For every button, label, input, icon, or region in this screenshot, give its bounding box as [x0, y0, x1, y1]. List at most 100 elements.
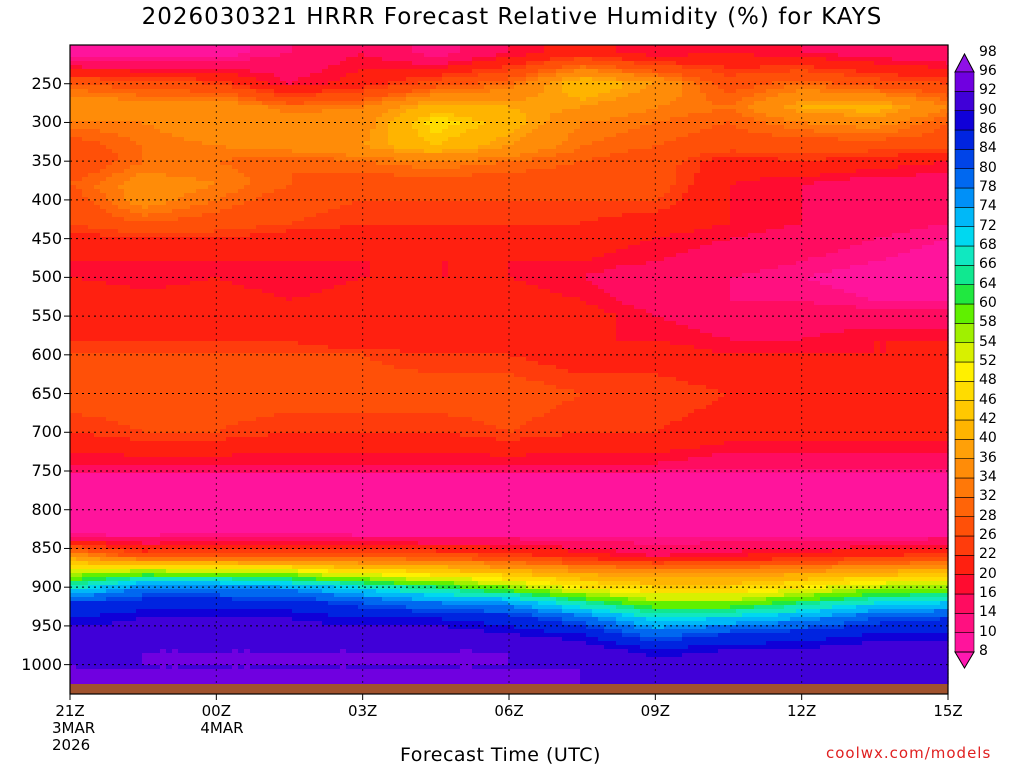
heatmap-cell	[82, 185, 89, 190]
heatmap-cell	[94, 197, 101, 202]
heatmap-cell	[112, 565, 119, 570]
heatmap-cell	[130, 77, 137, 82]
heatmap-cell	[82, 657, 89, 662]
heatmap-cell	[118, 253, 125, 258]
heatmap-cell	[112, 297, 119, 302]
heatmap-cell	[70, 265, 77, 270]
heatmap-cell	[82, 357, 89, 362]
heatmap-cell	[76, 281, 83, 286]
heatmap-cell	[112, 637, 119, 642]
heatmap-cell	[94, 569, 101, 574]
heatmap-cell	[118, 289, 125, 294]
heatmap-cell	[118, 557, 125, 562]
heatmap-cell	[76, 517, 83, 522]
heatmap-cell	[112, 533, 119, 538]
heatmap-cell	[82, 365, 89, 370]
heatmap-cell	[112, 213, 119, 218]
heatmap-cell	[82, 177, 89, 182]
heatmap-cell	[130, 249, 137, 254]
heatmap-cell	[112, 113, 119, 118]
heatmap-cell	[124, 377, 131, 382]
heatmap-cell	[94, 249, 101, 254]
heatmap-cell	[88, 397, 95, 402]
heatmap-cell	[100, 253, 107, 258]
heatmap-cell	[82, 641, 89, 646]
heatmap-cell	[88, 529, 95, 534]
heatmap-cell	[106, 73, 113, 78]
heatmap-cell	[82, 101, 89, 106]
heatmap-cell	[94, 361, 101, 366]
heatmap-cell	[94, 245, 101, 250]
heatmap-cell	[76, 225, 83, 230]
heatmap-cell	[100, 373, 107, 378]
heatmap-cell	[124, 589, 131, 594]
heatmap-cell	[106, 301, 113, 306]
heatmap-cell	[76, 597, 83, 602]
heatmap-cell	[100, 225, 107, 230]
heatmap-cell	[76, 377, 83, 382]
heatmap-cell	[124, 485, 131, 490]
heatmap-cell	[118, 449, 125, 454]
heatmap-cell	[106, 89, 113, 94]
heatmap-cell	[76, 437, 83, 442]
heatmap-cell	[76, 473, 83, 478]
heatmap-cell	[112, 369, 119, 374]
heatmap-cell	[94, 261, 101, 266]
heatmap-cell	[124, 553, 131, 558]
heatmap-cell	[124, 101, 131, 106]
heatmap-cell	[118, 433, 125, 438]
heatmap-cell	[124, 669, 131, 674]
heatmap-cell	[118, 669, 125, 674]
heatmap-cell	[94, 53, 101, 58]
heatmap-cell	[106, 533, 113, 538]
heatmap-cell	[76, 429, 83, 434]
heatmap-cell	[118, 605, 125, 610]
heatmap-cell	[76, 449, 83, 454]
heatmap-cell	[82, 673, 89, 678]
heatmap-cell	[124, 441, 131, 446]
heatmap-cell	[124, 637, 131, 642]
heatmap-cell	[76, 241, 83, 246]
heatmap-cell	[94, 181, 101, 186]
heatmap-cell	[124, 173, 131, 178]
heatmap-cell	[130, 173, 137, 178]
heatmap-cell	[100, 557, 107, 562]
heatmap-cell	[82, 361, 89, 366]
heatmap-cell	[106, 205, 113, 210]
heatmap-cell	[100, 445, 107, 450]
heatmap-cell	[100, 637, 107, 642]
heatmap-cell	[100, 249, 107, 254]
heatmap-cell	[118, 177, 125, 182]
heatmap-cell	[94, 549, 101, 554]
heatmap-cell	[118, 217, 125, 222]
heatmap-cell	[88, 617, 95, 622]
heatmap-cell	[70, 317, 77, 322]
heatmap-cell	[82, 405, 89, 410]
heatmap-cell	[70, 89, 77, 94]
heatmap-cell	[70, 105, 77, 110]
heatmap-cell	[70, 117, 77, 122]
heatmap-cell	[118, 301, 125, 306]
heatmap-cell	[112, 649, 119, 654]
heatmap-cell	[118, 665, 125, 670]
heatmap-cell	[94, 529, 101, 534]
heatmap-cell	[88, 449, 95, 454]
heatmap-cell	[94, 237, 101, 242]
heatmap-cell	[112, 237, 119, 242]
heatmap-cell	[106, 617, 113, 622]
heatmap-cell	[118, 657, 125, 662]
heatmap-cell	[88, 601, 95, 606]
heatmap-cell	[88, 225, 95, 230]
heatmap-cell	[112, 517, 119, 522]
heatmap-cell	[76, 301, 83, 306]
heatmap-cell	[106, 669, 113, 674]
heatmap-cell	[82, 369, 89, 374]
heatmap-cell	[82, 209, 89, 214]
heatmap-cell	[76, 465, 83, 470]
heatmap-cell	[106, 365, 113, 370]
heatmap-cell	[124, 213, 131, 218]
heatmap-cell	[76, 609, 83, 614]
heatmap-cell	[118, 209, 125, 214]
heatmap-cell	[76, 177, 83, 182]
heatmap-cell	[130, 197, 137, 202]
